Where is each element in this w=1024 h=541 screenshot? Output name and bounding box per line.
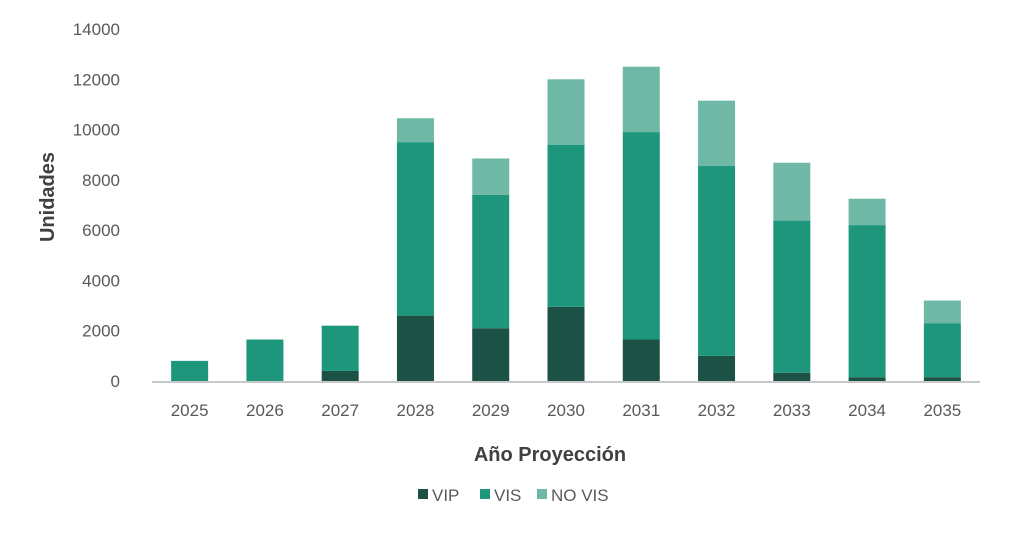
bar-no-vis-2034: [848, 198, 886, 226]
legend-swatch-no-vis: [537, 489, 547, 499]
bar-no-vis-2030: [547, 79, 585, 145]
bar-no-vis-2028: [396, 118, 434, 143]
x-tick-label: 2032: [698, 401, 736, 420]
bar-no-vis-2031: [622, 66, 660, 133]
y-tick-label: 4000: [82, 271, 120, 290]
bar-vip-2029: [472, 328, 510, 381]
x-tick-label: 2026: [246, 401, 284, 420]
y-tick-label: 6000: [82, 221, 120, 240]
y-tick-label: 12000: [73, 70, 120, 89]
x-tick-label: 2035: [923, 401, 961, 420]
legend-label: VIS: [494, 486, 521, 505]
bar-vis-2031: [622, 132, 660, 340]
bar-vip-2031: [622, 339, 660, 381]
x-tick-label: 2027: [321, 401, 359, 420]
legend-label: VIP: [432, 486, 459, 505]
y-tick-label: 14000: [73, 20, 120, 39]
bar-vip-2028: [396, 315, 434, 381]
x-tick-label: 2025: [171, 401, 209, 420]
bar-vis-2032: [698, 166, 736, 356]
y-axis-label: Unidades: [37, 152, 59, 242]
y-tick-label: 2000: [82, 322, 120, 341]
x-tick-label: 2030: [547, 401, 585, 420]
bar-vis-2027: [321, 325, 359, 371]
bar-no-vis-2029: [472, 158, 510, 195]
bar-vis-2026: [246, 339, 284, 381]
bar-vis-2033: [773, 220, 811, 373]
x-tick-label: 2034: [848, 401, 886, 420]
legend-swatch-vis: [480, 489, 490, 499]
legend: VIP VIS NO VIS: [418, 486, 609, 505]
legend-swatch-vip: [418, 489, 428, 499]
bar-vip-2027: [321, 370, 359, 381]
x-tick-label: 2033: [773, 401, 811, 420]
legend-label: NO VIS: [551, 486, 609, 505]
x-tick-label: 2031: [622, 401, 660, 420]
bar-vis-2030: [547, 144, 585, 307]
bar-vip-2030: [547, 306, 585, 381]
y-tick-label: 8000: [82, 171, 120, 190]
y-tick-label: 0: [111, 372, 120, 391]
bar-vis-2029: [472, 194, 510, 329]
bar-no-vis-2033: [773, 162, 811, 221]
bar-vis-2035: [923, 323, 961, 378]
y-tick-label: 10000: [73, 121, 120, 140]
bar-vip-2032: [698, 355, 736, 381]
bar-vip-2034: [848, 377, 886, 381]
bar-vis-2025: [171, 360, 209, 381]
bar-no-vis-2032: [698, 100, 736, 167]
x-axis-label: Año Proyección: [474, 444, 626, 466]
x-tick-label: 2029: [472, 401, 510, 420]
bar-vip-2035: [923, 377, 961, 381]
bar-vis-2028: [396, 142, 434, 316]
bar-vip-2033: [773, 372, 811, 381]
bar-no-vis-2035: [923, 300, 961, 324]
x-tick-label: 2028: [397, 401, 435, 420]
bar-vis-2034: [848, 225, 886, 378]
